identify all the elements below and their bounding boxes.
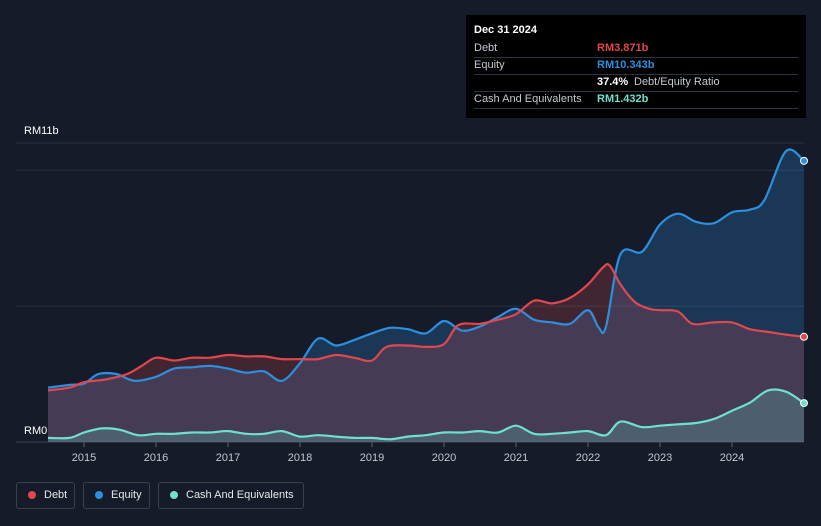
x-tick-label: 2020 — [432, 452, 456, 464]
x-tick-label: 2024 — [720, 452, 744, 464]
x-tick-label: 2021 — [504, 452, 528, 464]
tooltip-ratio-value: 37.4% — [597, 76, 629, 88]
legend-item-equity[interactable]: Equity — [83, 482, 150, 509]
equity-area — [48, 149, 804, 442]
tooltip-debt-value: RM3.871b — [597, 42, 649, 54]
tooltip-cash-row: Cash And Equivalents RM1.432b — [474, 91, 798, 109]
series-lines — [47, 148, 805, 441]
tooltip-equity-row: Equity RM10.343b — [474, 57, 798, 75]
x-tick-label: 2022 — [576, 452, 600, 464]
grid-lines — [16, 142, 804, 443]
debt-line — [47, 263, 805, 392]
x-tick-label: 2018 — [288, 452, 312, 464]
series-areas — [48, 149, 804, 442]
x-tick-label: 2023 — [648, 452, 672, 464]
equity-line — [47, 148, 805, 389]
end-markers — [800, 156, 808, 408]
tooltip-debt-label: Debt — [474, 42, 498, 54]
cash-and-equivalents-line — [47, 388, 805, 441]
tooltip-date: Dec 31 2024 — [474, 24, 537, 36]
tooltip-ratio-row: 37.4% Debt/Equity Ratio — [474, 74, 798, 92]
debt-area — [48, 264, 804, 442]
tooltip-ratio-label: Debt/Equity Ratio — [634, 76, 720, 88]
x-tick-label: 2017 — [216, 452, 240, 464]
tooltip-debt-row: Debt RM3.871b — [474, 40, 798, 58]
legend-item-debt[interactable]: Debt — [16, 482, 75, 509]
debt-end-marker — [800, 332, 808, 341]
cash-and-equivalents-end-marker — [800, 399, 808, 408]
x-tick-label: 2015 — [72, 452, 96, 464]
debt-dot-icon — [28, 491, 36, 499]
equity-end-marker — [800, 156, 808, 165]
y-axis-bottom-label: RM0 — [24, 425, 48, 437]
tooltip-equity-value: RM10.343b — [597, 59, 655, 71]
y-axis-top-label: RM11b — [24, 125, 59, 137]
cash-and-equivalents-area — [48, 389, 804, 442]
tooltip-equity-label: Equity — [474, 59, 505, 71]
x-tick-label: 2019 — [360, 452, 384, 464]
equity-dot-icon — [95, 491, 103, 499]
legend-cash-label: Cash And Equivalents — [186, 489, 294, 501]
x-tick-label: 2016 — [144, 452, 168, 464]
legend-item-cash[interactable]: Cash And Equivalents — [158, 482, 304, 509]
legend-debt-label: Debt — [44, 489, 68, 501]
tooltip-cash-label: Cash And Equivalents — [474, 93, 582, 105]
tooltip-cash-value: RM1.432b — [597, 93, 649, 105]
legend-equity-label: Equity — [111, 489, 142, 501]
cash-dot-icon — [170, 491, 178, 499]
x-axis-ticks: 2015 2016 2017 2018 2019 2020 2021 2022 2023 2024 — [72, 442, 744, 464]
data-tooltip: Dec 31 2024 Debt RM3.871b Equity RM10.34… — [466, 15, 806, 118]
